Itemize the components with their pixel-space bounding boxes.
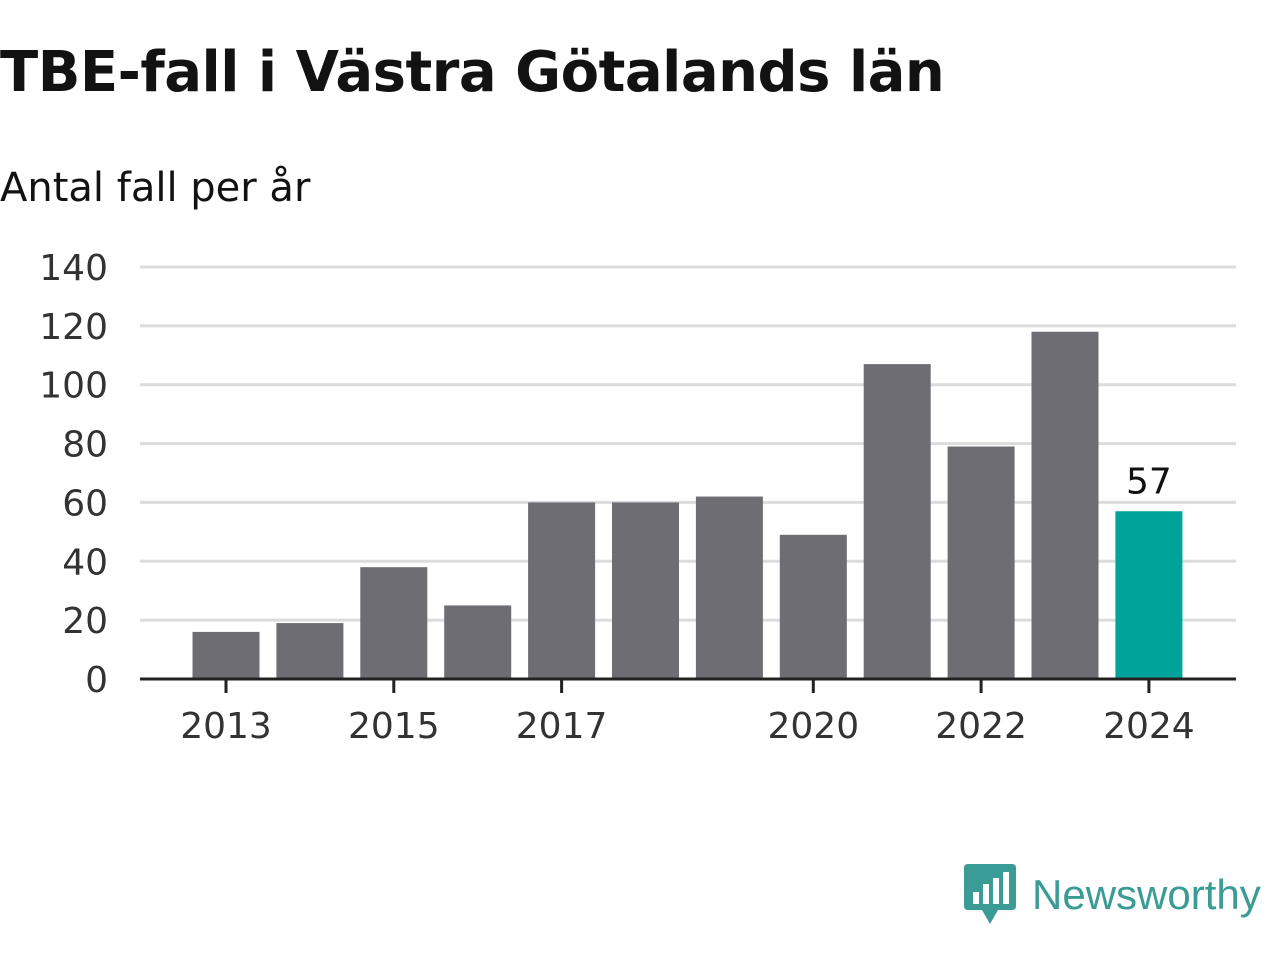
- logo-bar-3: [993, 878, 999, 904]
- bar-chart: 0 20 40 60 80 100 120 140 2013 2015 2017 2020 2022 20…: [39, 248, 1236, 747]
- x-tick-label: 2024: [1103, 706, 1195, 747]
- x-tick-label: 2015: [348, 706, 440, 747]
- x-tick-label: 2013: [180, 706, 272, 747]
- logo-bar-1: [973, 892, 979, 904]
- bar-2016: [444, 605, 512, 679]
- chart-title: TBE-fall i Västra Götalands län: [0, 40, 945, 105]
- bar-2022: [947, 446, 1015, 679]
- bar-2024: [1115, 511, 1183, 679]
- labels: 0 20 40 60 80 100 120 140 2013 2015 2017 2020 2022 20…: [39, 248, 1194, 747]
- bar-2020: [779, 534, 847, 679]
- bars: [192, 331, 1183, 679]
- brand-name: Newsworthy: [1032, 871, 1261, 918]
- y-tick-label: 140: [39, 248, 108, 289]
- data-label-2024: 57: [1126, 461, 1172, 502]
- newsworthy-logo: Newsworthy: [964, 864, 1261, 926]
- bar-2019: [695, 496, 763, 679]
- y-tick-label: 80: [62, 425, 108, 466]
- logo-bar-4: [1003, 872, 1009, 904]
- bar-2017: [528, 502, 596, 679]
- y-tick-label: 20: [62, 601, 108, 642]
- y-tick-label: 40: [62, 542, 108, 583]
- x-tick-label: 2022: [935, 706, 1027, 747]
- y-tick-label: 0: [85, 660, 108, 701]
- x-tick-label: 2017: [516, 706, 608, 747]
- bar-2021: [863, 364, 931, 679]
- y-tick-label: 120: [39, 307, 108, 348]
- bar-2018: [612, 502, 679, 679]
- bar-2023: [1031, 331, 1099, 679]
- newsworthy-bar-chart-speech-bubble-icon: [964, 864, 1016, 924]
- y-tick-label: 100: [39, 366, 108, 407]
- bar-2015: [360, 567, 428, 679]
- logo-bar-2: [983, 884, 989, 904]
- y-tick-label: 60: [62, 483, 108, 524]
- axes: [140, 677, 1236, 693]
- bar-2014: [276, 623, 344, 679]
- bar-2013: [192, 631, 260, 679]
- x-tick-label: 2020: [767, 706, 859, 747]
- chart-subtitle: Antal fall per år: [0, 165, 311, 211]
